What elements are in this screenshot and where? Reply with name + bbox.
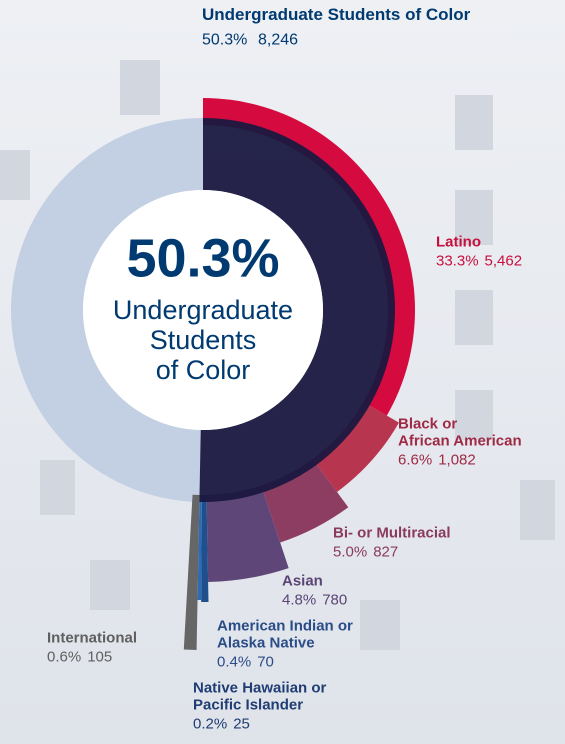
category-wedge xyxy=(197,494,202,600)
category-count: 5,462 xyxy=(485,252,523,269)
center-value: 50.3% xyxy=(126,228,279,288)
category-name: Bi- or Multiracial xyxy=(333,524,451,541)
category-name: Alaska Native xyxy=(217,634,315,651)
category-name: African American xyxy=(398,432,522,449)
category-name: Pacific Islander xyxy=(193,696,303,713)
title: Undergraduate Students of Color xyxy=(202,5,471,24)
category-percent: 6.6% xyxy=(398,451,432,468)
category-count: 827 xyxy=(373,543,398,560)
category-count: 780 xyxy=(322,591,347,608)
category-wedge xyxy=(206,485,289,582)
category-wedge xyxy=(201,494,209,602)
category-percent: 4.8% xyxy=(282,591,316,608)
category-count: 105 xyxy=(87,648,112,665)
category-name: Latino xyxy=(436,233,481,250)
category-name: Asian xyxy=(282,572,323,589)
total-count: 8,246 xyxy=(258,31,298,48)
category-percent: 0.2% xyxy=(193,715,227,732)
total-ring xyxy=(199,118,396,503)
category-wedge xyxy=(183,494,200,650)
center-label: Students xyxy=(150,325,257,355)
center-label: of Color xyxy=(156,355,251,385)
category-percent: 33.3% xyxy=(436,252,479,269)
category-count: 25 xyxy=(233,715,250,732)
center-circle xyxy=(83,190,323,430)
rest-ring xyxy=(11,118,203,502)
category-percent: 5.0% xyxy=(333,543,367,560)
category-name: International xyxy=(47,629,137,646)
category-count: 70 xyxy=(257,653,274,670)
category-percent: 0.6% xyxy=(47,648,81,665)
center-label: Undergraduate xyxy=(113,295,293,325)
total-percent: 50.3% xyxy=(202,31,247,48)
category-wedge xyxy=(312,402,399,492)
category-name: Black or xyxy=(398,415,457,432)
category-wedge xyxy=(203,98,416,416)
category-name: American Indian or xyxy=(217,617,353,634)
building-windows xyxy=(0,60,555,650)
category-count: 1,082 xyxy=(438,451,476,468)
category-name: Native Hawaiian or xyxy=(193,679,327,696)
category-percent: 0.4% xyxy=(217,653,251,670)
